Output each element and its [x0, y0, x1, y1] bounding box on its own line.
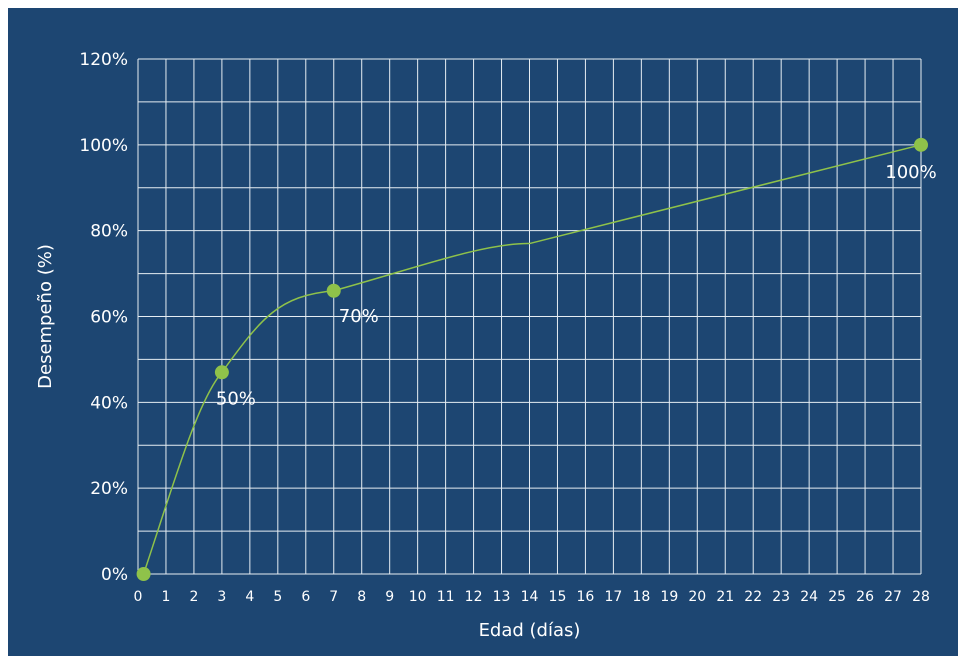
y-tick-label: 40% — [90, 393, 128, 413]
data-label: 50% — [216, 388, 256, 409]
x-tick-label: 18 — [632, 589, 650, 605]
series-line — [142, 144, 922, 575]
grid — [137, 58, 922, 575]
data-points — [136, 137, 928, 581]
x-tick-label: 2 — [189, 589, 198, 605]
data-label: 70% — [339, 306, 379, 327]
x-tick-label: 22 — [744, 589, 762, 605]
data-point — [326, 283, 341, 298]
x-tick-label: 23 — [772, 589, 790, 605]
x-tick-label: 27 — [884, 589, 902, 605]
x-tick-label: 26 — [856, 589, 874, 605]
y-axis-title: Desempeño (%) — [35, 244, 56, 389]
chart-panel: 0% 20% 40% 60% 80% 100% 120% 0 1 2 3 4 5 6 7 8 9 10 11 12 1… — [8, 8, 958, 656]
x-axis-title: Edad (días) — [479, 620, 581, 641]
x-tick-label: 17 — [604, 589, 622, 605]
data-label: 100% — [885, 162, 936, 183]
y-tick-label: 80% — [90, 222, 128, 242]
y-tick-label: 60% — [90, 308, 128, 328]
x-axis-ticks: 0 1 2 3 4 5 6 7 8 9 10 11 12 13 14 15 16 17 18 19 20 21 22 23 24… — [134, 589, 930, 605]
x-tick-label: 4 — [245, 589, 254, 605]
x-tick-label: 25 — [828, 589, 846, 605]
y-tick-label: 120% — [79, 50, 128, 70]
x-tick-label: 10 — [409, 589, 427, 605]
x-tick-label: 0 — [134, 589, 143, 605]
y-tick-label: 0% — [101, 565, 128, 585]
y-axis-ticks: 0% 20% 40% 60% 80% 100% 120% — [79, 50, 128, 585]
x-tick-label: 8 — [357, 589, 366, 605]
x-tick-label: 24 — [800, 589, 818, 605]
line-chart: 0%20%40%60%80%100%120% 0 1 2 3 4 5 6 7 8 9 10 11 12 1… — [35, 50, 937, 641]
x-tick-label: 28 — [912, 589, 930, 605]
x-tick-label: 21 — [716, 589, 734, 605]
data-labels: 50% 70% 100% — [216, 162, 937, 409]
y-tick-label: 100% — [79, 136, 128, 156]
x-tick-label: 15 — [549, 589, 567, 605]
x-tick-label: 14 — [521, 589, 539, 605]
x-tick-label: 1 — [162, 589, 171, 605]
x-tick-label: 11 — [437, 589, 455, 605]
x-tick-label: 16 — [577, 589, 595, 605]
y-tick-label: 20% — [90, 479, 128, 499]
x-tick-label: 9 — [385, 589, 394, 605]
x-tick-label: 19 — [660, 589, 678, 605]
x-tick-label: 13 — [493, 589, 511, 605]
x-tick-label: 3 — [217, 589, 226, 605]
data-point — [214, 365, 229, 380]
data-point — [914, 137, 928, 152]
x-tick-label: 6 — [301, 589, 310, 605]
x-tick-label: 12 — [465, 589, 483, 605]
x-tick-label: 20 — [688, 589, 706, 605]
x-tick-label: 7 — [329, 589, 338, 605]
x-tick-label: 5 — [273, 589, 282, 605]
data-point — [136, 567, 151, 581]
